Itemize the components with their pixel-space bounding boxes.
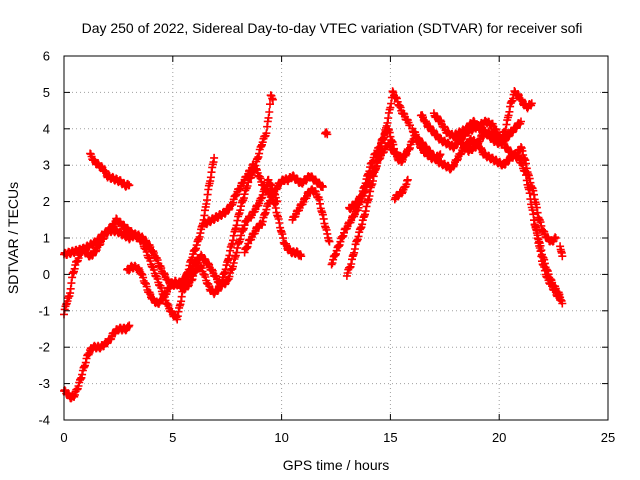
series-arc-q <box>530 216 567 308</box>
y-tick-label: -2 <box>38 340 50 355</box>
data-point <box>323 130 332 139</box>
y-tick-label: 4 <box>43 121 50 136</box>
data-point <box>395 101 404 110</box>
y-tick-label: -4 <box>38 413 50 428</box>
axis-ticks: 0 5 10 15 20 25 -4 -3 -2 -1 0 1 2 3 4 5 6 <box>38 49 615 446</box>
series-arc-e <box>123 91 277 308</box>
series-arc-l <box>342 87 414 280</box>
data-point <box>265 108 274 116</box>
data-point <box>517 117 525 126</box>
data-point <box>373 157 382 166</box>
x-tick-label: 25 <box>601 430 615 445</box>
series-arc-c <box>60 321 134 403</box>
data-point <box>533 231 542 240</box>
data-point <box>401 150 410 159</box>
x-axis-title: GPS time / hours <box>283 457 390 473</box>
data-point <box>527 99 536 108</box>
series-arc-d <box>86 149 134 191</box>
data-point <box>268 95 277 104</box>
data-point <box>318 210 327 219</box>
series-arc-f <box>201 160 306 261</box>
data-point <box>558 252 567 261</box>
x-tick-label: 0 <box>60 430 67 445</box>
series-arc-k <box>345 125 410 214</box>
y-tick-label: 6 <box>43 49 50 64</box>
x-tick-label: 10 <box>274 430 288 445</box>
y-tick-label: 3 <box>43 158 50 173</box>
data-point <box>403 175 412 184</box>
x-tick-label: 5 <box>169 430 176 445</box>
series-arc-i <box>321 128 332 139</box>
x-tick-label: 20 <box>492 430 506 445</box>
data-point <box>255 172 264 181</box>
y-tick-label: -3 <box>38 376 50 391</box>
series-arc-m <box>390 175 412 204</box>
data-points <box>60 87 567 403</box>
data-point <box>125 181 134 190</box>
data-point <box>558 299 567 308</box>
series-arc-h <box>288 185 334 246</box>
y-axis-title: SDTVAR / TECUs <box>5 182 21 294</box>
data-point <box>210 153 219 162</box>
data-point <box>125 321 134 330</box>
y-tick-label: -1 <box>38 303 50 318</box>
data-point <box>436 150 445 159</box>
data-point <box>266 100 274 109</box>
data-point <box>551 234 560 242</box>
data-point <box>297 252 306 261</box>
y-tick-label: 5 <box>43 85 50 100</box>
y-tick-label: 2 <box>43 194 50 209</box>
series-arc-r <box>556 242 567 261</box>
data-point <box>318 183 327 191</box>
data-point <box>421 142 430 151</box>
series-arc-b <box>60 175 282 291</box>
chart-title: Day 250 of 2022, Sidereal Day-to-day VTE… <box>82 20 583 36</box>
series-arc-s <box>451 117 525 156</box>
data-point <box>533 208 542 217</box>
series-arc-g <box>240 171 327 257</box>
data-point <box>436 116 445 125</box>
y-tick-label: 0 <box>43 267 50 282</box>
grid <box>64 56 608 420</box>
data-point <box>278 230 287 239</box>
data-point <box>325 237 334 246</box>
x-tick-label: 15 <box>383 430 397 445</box>
data-point <box>458 138 467 147</box>
y-tick-label: 1 <box>43 231 50 246</box>
